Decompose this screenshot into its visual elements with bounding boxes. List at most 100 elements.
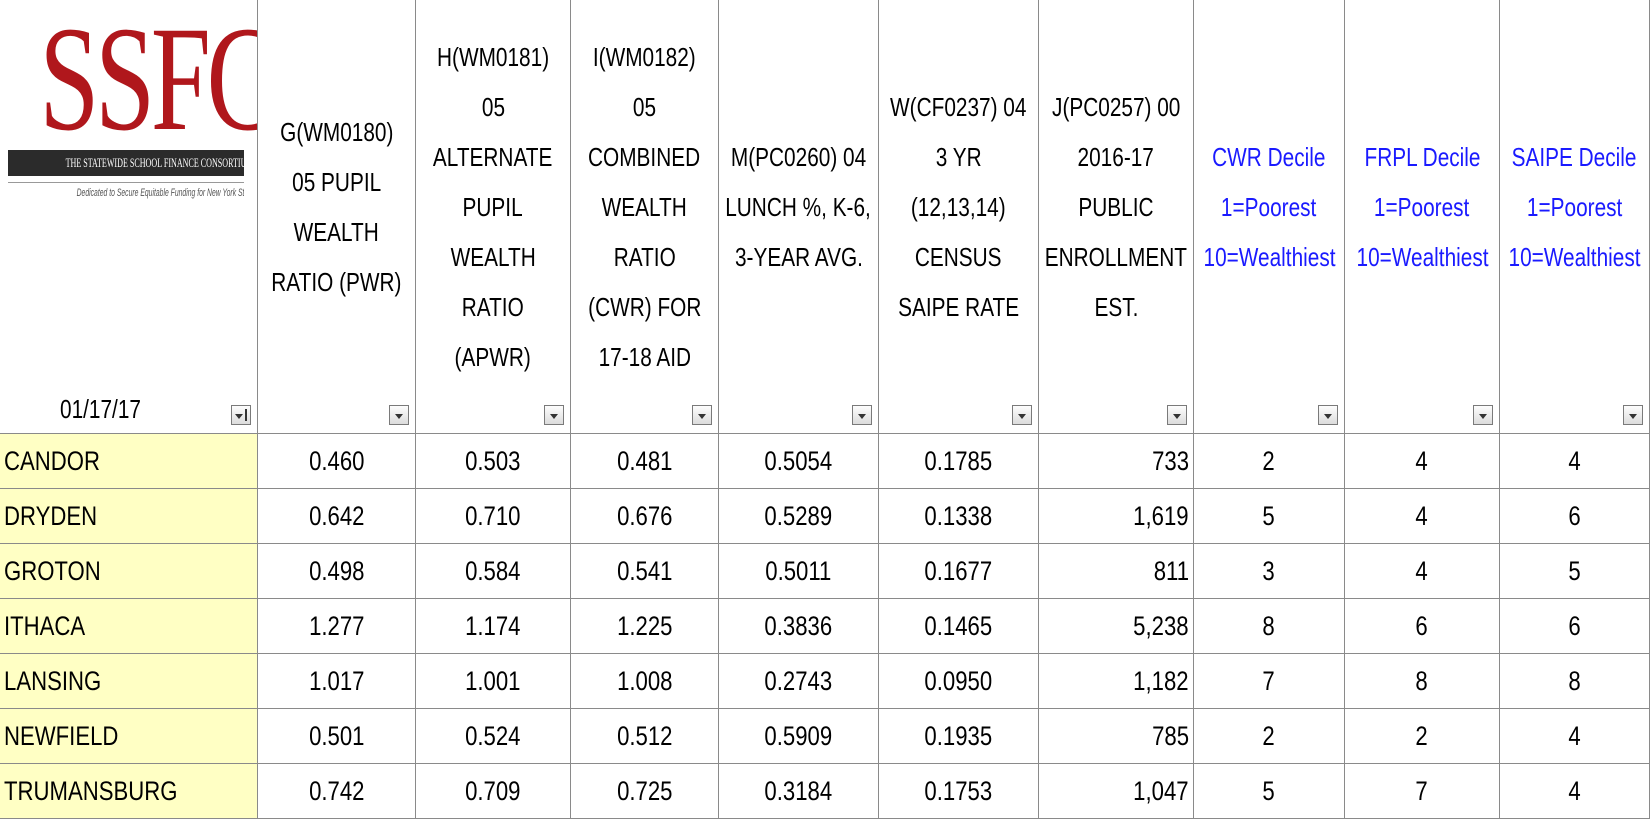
cell-text: 0.524 (465, 720, 521, 751)
sort-filter-button[interactable] (231, 405, 251, 425)
header-line: 10=Wealthiest (1508, 241, 1641, 272)
filter-button[interactable] (692, 405, 712, 425)
data-cell: 2 (1345, 709, 1500, 764)
cell-text: TRUMANSBURG (4, 775, 178, 806)
cell-text: 0.1338 (924, 500, 993, 531)
column-header: SAIPE Decile 1=Poorest 10=Wealthiest (1500, 0, 1650, 434)
header-line: LUNCH %, K-6, (725, 191, 872, 222)
date: 01/17/17 (60, 394, 141, 424)
column-header: M(PC0260) 04 LUNCH %, K-6, 3-YEAR AVG. (719, 0, 879, 434)
data-cell: 0.5054 (719, 434, 879, 489)
cell-text: LANSING (4, 665, 102, 696)
header-line: 1=Poorest (1374, 191, 1470, 222)
data-cell: 0.725 (571, 764, 719, 819)
data-cell: 0.3836 (719, 599, 879, 654)
header-line: 17-18 AID (598, 341, 691, 372)
cell-text: 1,182 (1133, 665, 1189, 696)
cell-text: 0.1753 (924, 775, 993, 806)
data-cell: 1.017 (258, 654, 416, 709)
cell-text: 8 (1415, 665, 1429, 696)
filter-button[interactable] (544, 405, 564, 425)
data-cell: 0.742 (258, 764, 416, 819)
filter-button[interactable] (852, 405, 872, 425)
cell-text: CANDOR (4, 445, 100, 476)
filter-button[interactable] (1012, 405, 1032, 425)
header-line: J(PC0257) 00 (1051, 91, 1181, 122)
header-line: EST. (1094, 291, 1138, 322)
cell-text: 0.3836 (764, 610, 833, 641)
data-cell: 1.225 (571, 599, 719, 654)
cell-text: 5,238 (1133, 610, 1189, 641)
cell-text: 0.541 (616, 555, 673, 586)
data-cell: 0.710 (416, 489, 571, 544)
data-cell: 0.1677 (879, 544, 1039, 599)
filter-button[interactable] (1623, 405, 1643, 425)
cell-text: 0.3184 (764, 775, 833, 806)
header-line: WEALTH (293, 216, 380, 247)
filter-button[interactable] (1318, 405, 1338, 425)
header-line: I(WM0182) (593, 41, 696, 72)
cell-text: 1.008 (616, 665, 673, 696)
data-cell: 0.1753 (879, 764, 1039, 819)
cell-text: 0.676 (616, 500, 673, 531)
cell-text: 0.709 (465, 775, 521, 806)
column-header: FRPL Decile 1=Poorest 10=Wealthiest (1345, 0, 1500, 434)
data-cell: 1,047 (1039, 764, 1194, 819)
header-line: RATIO (PWR) (271, 266, 402, 297)
cell-text: 0.512 (616, 720, 673, 751)
cell-text: 5 (1262, 500, 1276, 531)
data-cell: 6 (1345, 599, 1500, 654)
cell-text: 1.225 (616, 610, 673, 641)
data-cell: 5 (1194, 764, 1345, 819)
header-line: 3 YR (935, 141, 982, 172)
cell-text: 0.0950 (924, 665, 993, 696)
cell-text: 8 (1262, 610, 1276, 641)
header-line: WEALTH (601, 191, 688, 222)
header-line: 1=Poorest (1526, 191, 1623, 222)
cell-text: 0.1935 (924, 720, 993, 751)
cell-text: 4 (1568, 445, 1581, 476)
header-line: CENSUS (915, 241, 1002, 272)
cell-text: 4 (1415, 500, 1429, 531)
header-line: W(CF0237) 04 (890, 91, 1027, 122)
data-cell: 1.008 (571, 654, 719, 709)
header-line: PUBLIC (1078, 191, 1154, 222)
header-line: ALTERNATE (433, 141, 553, 172)
header-line: M(PC0260) 04 (730, 141, 867, 172)
header-line: 10=Wealthiest (1356, 241, 1489, 272)
data-cell: 0.1465 (879, 599, 1039, 654)
header-line: 05 PUPIL (291, 166, 382, 197)
header-line: COMBINED (588, 141, 701, 172)
cell-text: 5 (1262, 775, 1276, 806)
header-line: SAIPE Decile (1512, 141, 1637, 172)
data-cell: 8 (1194, 599, 1345, 654)
column-header: H(WM0181) 05 ALTERNATE PUPIL WEALTH RATIO (APW… (416, 0, 571, 434)
cell-text: 0.710 (465, 500, 521, 531)
district-name: LANSING (0, 654, 258, 709)
cell-text: 1,619 (1133, 500, 1189, 531)
data-cell: 0.501 (258, 709, 416, 764)
column-header: CWR Decile 1=Poorest 10=Wealthiest (1194, 0, 1345, 434)
logo-title: SSFC (39, 0, 258, 162)
cell-text: 0.501 (308, 720, 365, 751)
cell-text: 0.1677 (924, 555, 993, 586)
header-line: 3-YEAR AVG. (734, 241, 863, 272)
data-cell: 5 (1500, 544, 1650, 599)
data-cell: 2 (1194, 434, 1345, 489)
filter-button[interactable] (1473, 405, 1493, 425)
header-line: SAIPE RATE (897, 291, 1019, 322)
data-cell: 7 (1194, 654, 1345, 709)
data-cell: 785 (1039, 709, 1194, 764)
filter-button[interactable] (389, 405, 409, 425)
district-name: DRYDEN (0, 489, 258, 544)
district-name: TRUMANSBURG (0, 764, 258, 819)
data-cell: 6 (1500, 489, 1650, 544)
cell-text: 1.001 (465, 665, 521, 696)
data-cell: 5,238 (1039, 599, 1194, 654)
cell-text: 0.503 (465, 445, 521, 476)
filter-button[interactable] (1167, 405, 1187, 425)
header-line: 10=Wealthiest (1203, 241, 1336, 272)
data-cell: 8 (1500, 654, 1650, 709)
cell-text: 4 (1568, 775, 1581, 806)
